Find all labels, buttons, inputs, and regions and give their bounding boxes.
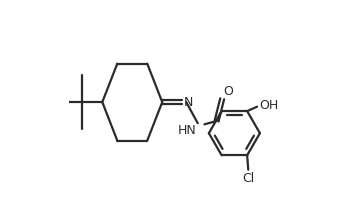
Text: OH: OH	[259, 99, 279, 112]
Text: O: O	[223, 85, 233, 98]
Text: HN: HN	[178, 124, 197, 137]
Text: Cl: Cl	[242, 172, 255, 184]
Text: N: N	[183, 96, 193, 109]
